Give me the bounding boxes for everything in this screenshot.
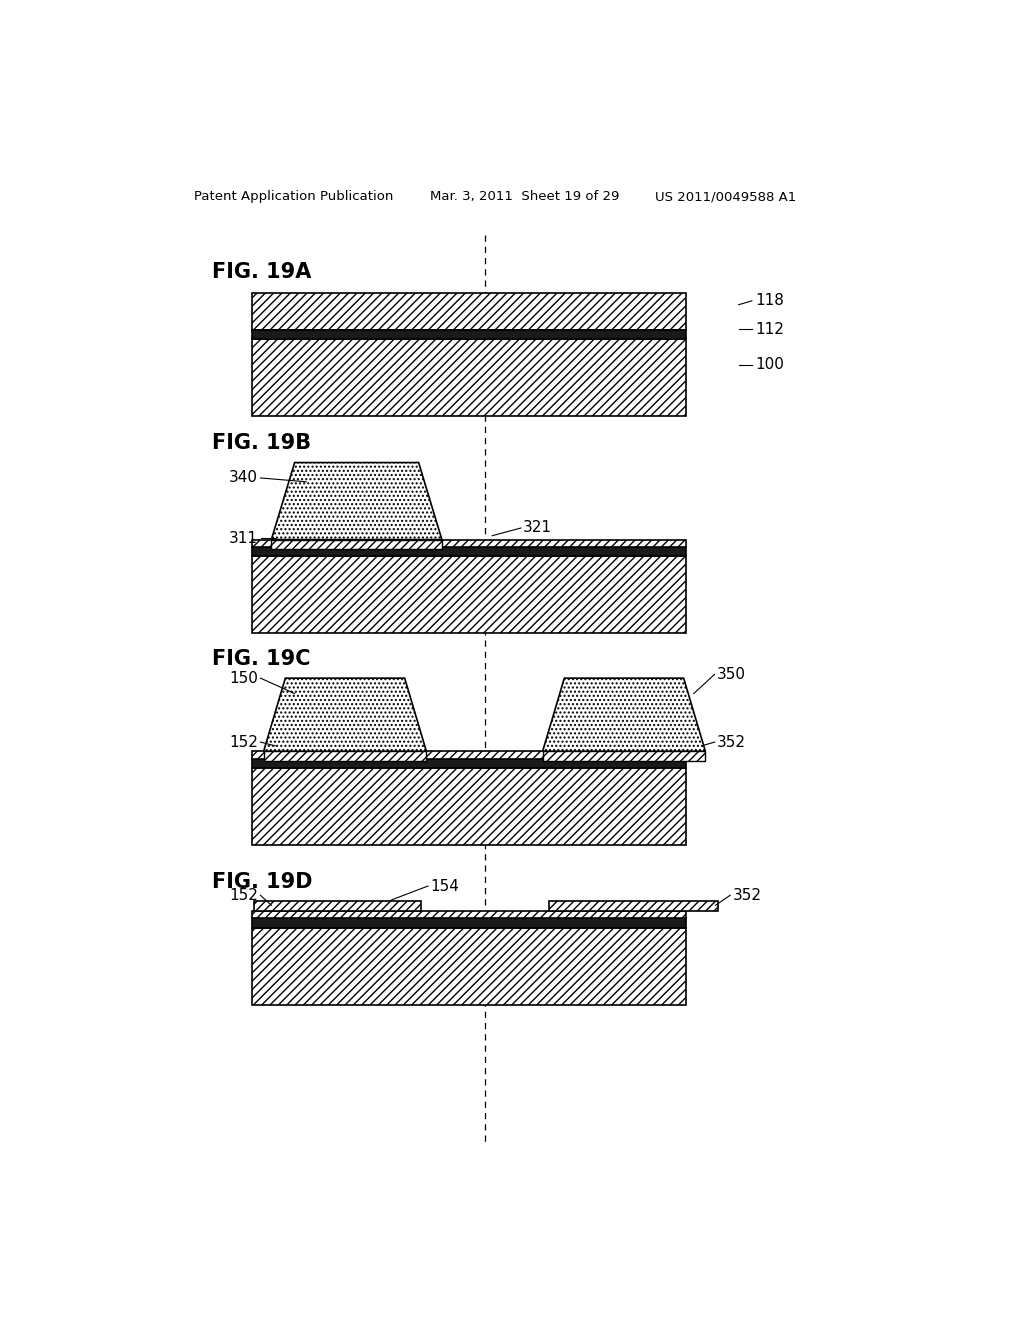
Bar	[252, 540, 686, 548]
Bar	[252, 557, 686, 634]
Bar	[549, 902, 718, 911]
Bar	[252, 293, 686, 330]
Text: Patent Application Publication: Patent Application Publication	[194, 190, 393, 203]
Text: 150: 150	[229, 671, 258, 685]
Text: Mar. 3, 2011  Sheet 19 of 29: Mar. 3, 2011 Sheet 19 of 29	[430, 190, 620, 203]
Bar	[252, 751, 686, 759]
Bar	[543, 751, 706, 760]
Bar	[252, 330, 686, 339]
Text: FIG. 19C: FIG. 19C	[212, 649, 310, 669]
Bar	[252, 548, 686, 557]
Bar	[252, 759, 686, 768]
Text: 112: 112	[756, 322, 784, 337]
Polygon shape	[543, 678, 706, 751]
Text: 350: 350	[717, 667, 746, 682]
Bar	[252, 919, 686, 928]
Text: FIG. 19B: FIG. 19B	[212, 433, 311, 453]
Polygon shape	[271, 462, 442, 540]
Text: 352: 352	[732, 888, 762, 903]
Text: 100: 100	[756, 358, 784, 372]
Text: 152: 152	[229, 888, 258, 903]
Bar	[252, 928, 686, 1005]
Text: FIG. 19A: FIG. 19A	[212, 263, 311, 282]
Text: 340: 340	[229, 470, 258, 486]
Text: US 2011/0049588 A1: US 2011/0049588 A1	[655, 190, 797, 203]
Bar	[271, 540, 442, 549]
Text: 154: 154	[430, 879, 459, 894]
Text: 118: 118	[756, 293, 784, 309]
Text: 311: 311	[229, 531, 258, 545]
Bar	[252, 911, 686, 919]
Text: 152: 152	[229, 734, 258, 750]
Text: 352: 352	[717, 734, 746, 750]
Polygon shape	[263, 678, 426, 751]
Text: FIG. 19D: FIG. 19D	[212, 873, 312, 892]
Bar	[252, 768, 686, 845]
Bar	[263, 751, 426, 760]
Text: 321: 321	[523, 520, 552, 536]
Bar	[252, 339, 686, 416]
Bar	[254, 902, 421, 911]
